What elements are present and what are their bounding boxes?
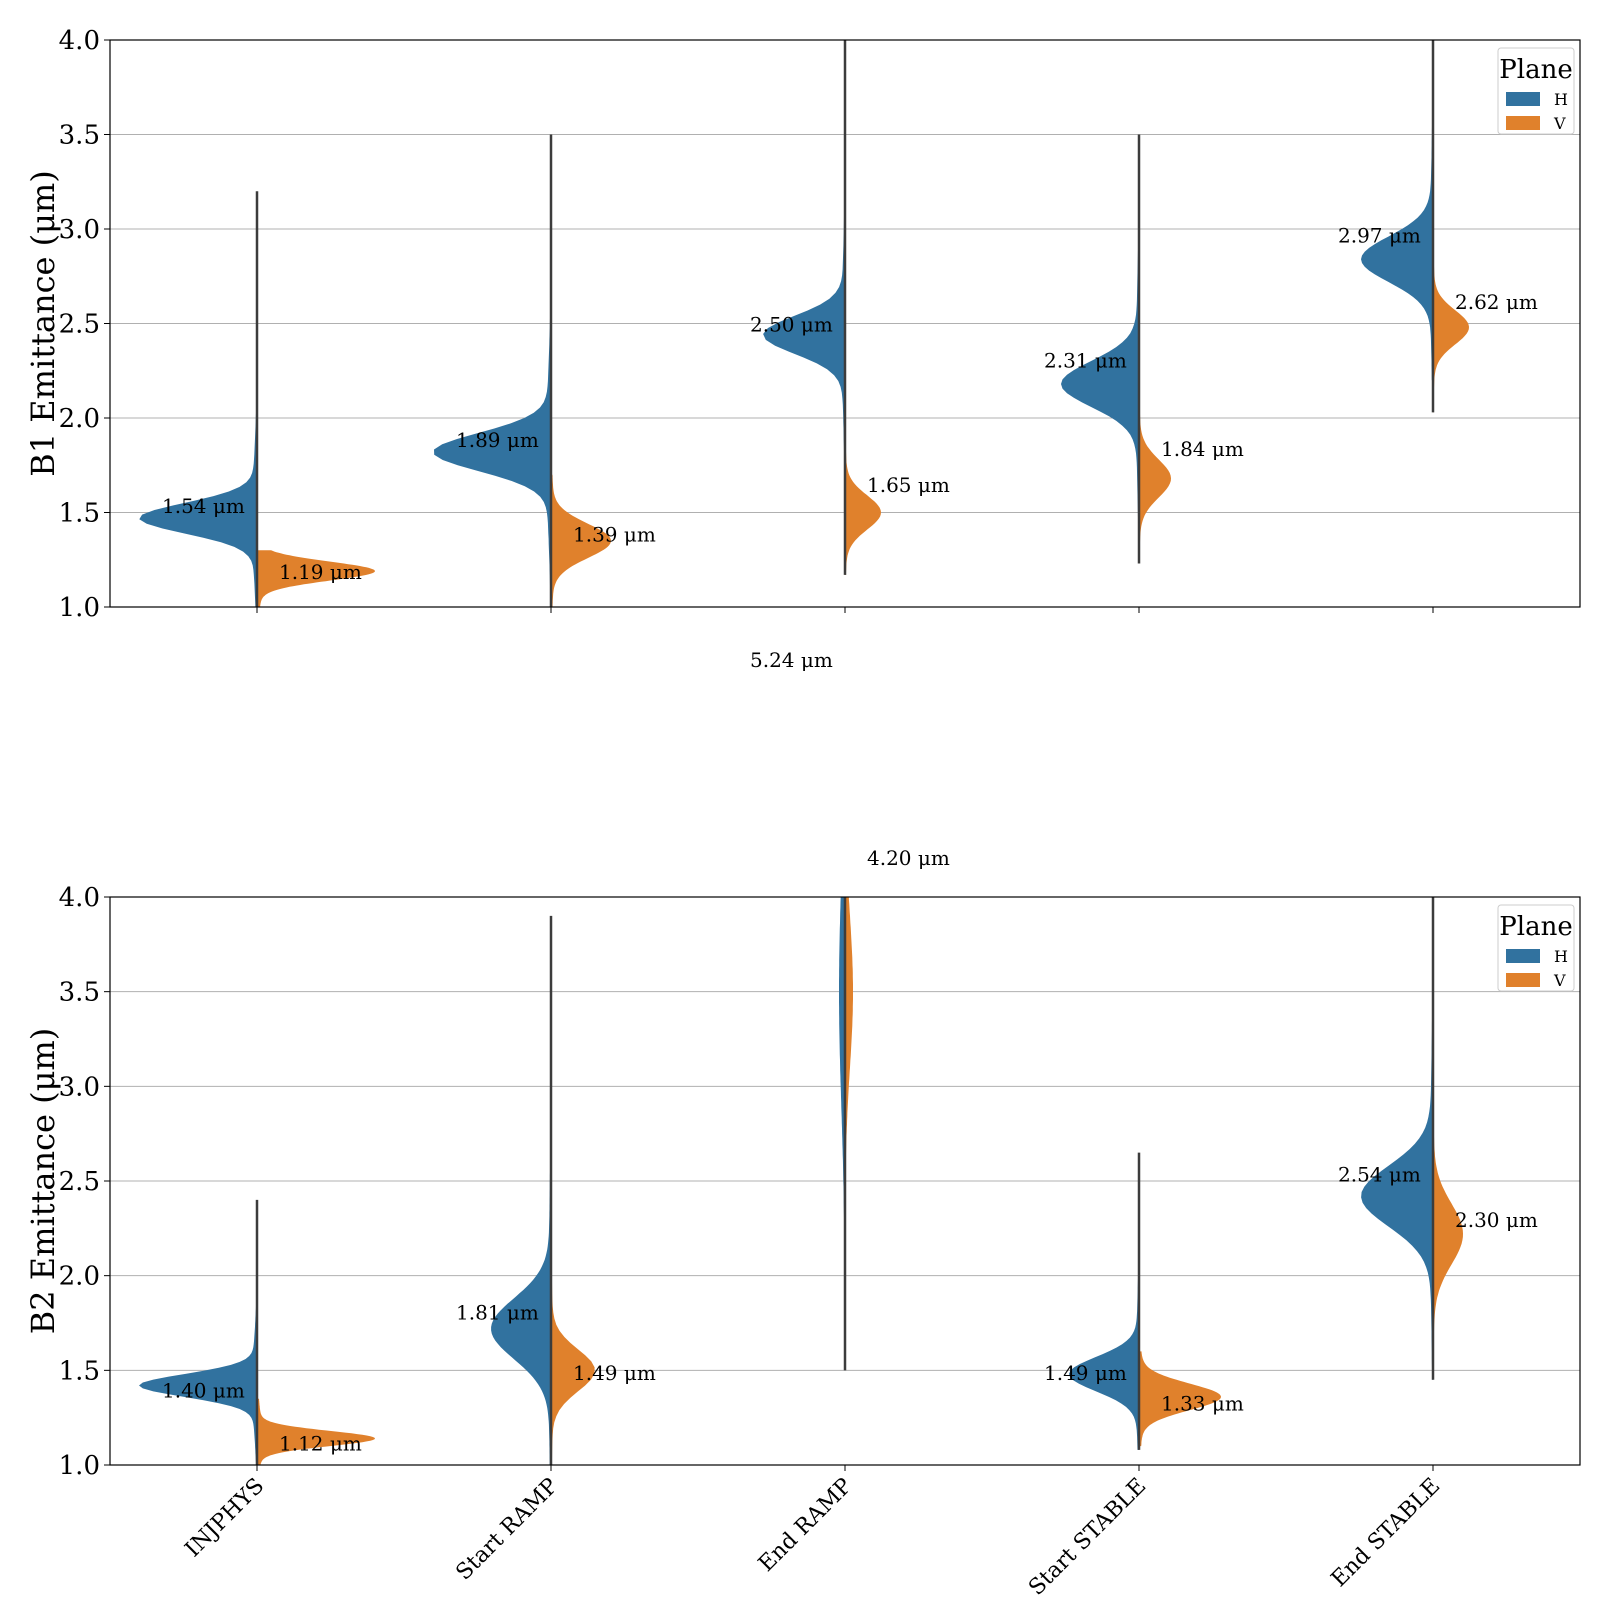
- median-label-v-2: 1.39 μm: [573, 522, 656, 546]
- violin-h-4: [1069, 1152, 1139, 1450]
- x-tick-label: INJPHYS: [181, 1474, 270, 1563]
- median-label-v-1: 1.12 μm: [279, 1431, 362, 1455]
- legend-title: Plane: [1499, 55, 1572, 85]
- legend-label-h: H: [1554, 947, 1568, 966]
- median-label-v-5: 2.62 μm: [1455, 290, 1538, 314]
- x-tick-label: Start RAMP: [451, 1473, 563, 1585]
- y-tick-label: 3.5: [59, 121, 100, 151]
- violin-h-3: [763, 40, 845, 570]
- violin-v-2: [551, 915, 595, 1465]
- legend-swatch-h: [1506, 92, 1540, 106]
- median-label-h-5: 2.54 μm: [1338, 1162, 1421, 1186]
- violin-v-1: [257, 550, 375, 607]
- violin-h-2: [491, 1162, 551, 1465]
- y-tick-label: 3.0: [59, 1072, 100, 1102]
- median-label-v-4: 1.33 μm: [1161, 1392, 1244, 1416]
- y-tick-label: 3.0: [59, 215, 100, 245]
- legend-title: Plane: [1499, 912, 1572, 942]
- y-tick-label: 2.0: [59, 404, 100, 434]
- median-label-h-1: 1.54 μm: [162, 494, 245, 518]
- median-label-v-3: 4.20 μm: [867, 846, 950, 870]
- x-tick-label: End STABLE: [1327, 1474, 1445, 1592]
- y-tick-label: 1.5: [59, 1356, 100, 1386]
- violin-v-5: [1433, 1048, 1463, 1352]
- legend: Plane HV: [1497, 47, 1575, 135]
- median-label-v-2: 1.49 μm: [573, 1361, 656, 1385]
- chart-panel-1: 1.0 1.5 2.0 2.5 3.0 3.5 4.0 B1 Emittance (μm) 1.…: [24, 26, 1581, 672]
- plot-frame: [109, 896, 1581, 1466]
- y-axis-label: B1 Emittance (μm): [24, 170, 62, 477]
- chart-panel-2: 1.0 1.5 2.0 2.5 3.0 3.5 4.0 B2 Emittance (μm) 1.…: [24, 846, 1581, 1600]
- violin-v-4: [1139, 323, 1171, 564]
- x-tick-label: End RAMP: [754, 1473, 857, 1576]
- violin-h-1: [139, 191, 257, 607]
- legend-box: [1497, 904, 1575, 992]
- y-tick-label: 1.0: [59, 593, 100, 623]
- violin-h-5: [1361, 40, 1433, 381]
- median-label-v-1: 1.19 μm: [279, 560, 362, 584]
- y-tick-label: 2.0: [59, 1262, 100, 1292]
- legend-label-v: V: [1553, 971, 1566, 990]
- legend-label-v: V: [1553, 114, 1566, 133]
- violin-v-2: [551, 474, 611, 607]
- median-label-h-2: 1.81 μm: [456, 1301, 539, 1325]
- median-label-h-3: 2.50 μm: [750, 313, 833, 337]
- violin-v-1: [257, 1398, 375, 1465]
- median-label-h-4: 2.31 μm: [1044, 348, 1127, 372]
- violin-v-3: [845, 897, 853, 1238]
- legend-label-h: H: [1554, 90, 1568, 109]
- y-tick-label: 3.5: [59, 978, 100, 1008]
- violin-h-2: [434, 134, 551, 607]
- y-tick-label: 2.5: [59, 1167, 100, 1197]
- legend: Plane HV: [1497, 904, 1575, 992]
- median-label-h-1: 1.40 μm: [162, 1378, 245, 1402]
- y-tick-label: 1.5: [59, 499, 100, 529]
- outlier-annotation: 5.24 μm: [750, 648, 833, 672]
- legend-swatch-v: [1506, 973, 1540, 987]
- median-label-v-5: 2.30 μm: [1455, 1208, 1538, 1232]
- violin-h-5: [1361, 897, 1433, 1380]
- y-axis-label: B2 Emittance (μm): [24, 1028, 62, 1335]
- violin-h-3: [839, 897, 845, 1371]
- violin-h-1: [139, 1199, 257, 1465]
- median-label-h-2: 1.89 μm: [456, 428, 539, 452]
- legend-swatch-h: [1506, 949, 1540, 963]
- legend-box: [1497, 47, 1575, 135]
- violin-h-4: [1061, 134, 1139, 551]
- y-tick-label: 4.0: [59, 26, 100, 56]
- plot-frame: [109, 39, 1581, 608]
- median-label-v-3: 1.65 μm: [867, 473, 950, 497]
- legend-swatch-v: [1506, 116, 1540, 130]
- violin-v-4: [1139, 1351, 1221, 1447]
- median-label-h-5: 2.97 μm: [1338, 224, 1421, 248]
- median-label-v-4: 1.84 μm: [1161, 437, 1244, 461]
- x-tick-label: Start STABLE: [1024, 1474, 1151, 1600]
- y-tick-label: 4.0: [59, 883, 100, 913]
- violin-v-3: [845, 380, 881, 575]
- y-tick-label: 2.5: [59, 310, 100, 340]
- y-tick-label: 1.0: [59, 1451, 100, 1481]
- violin-v-5: [1433, 210, 1469, 413]
- median-label-h-4: 1.49 μm: [1044, 1361, 1127, 1385]
